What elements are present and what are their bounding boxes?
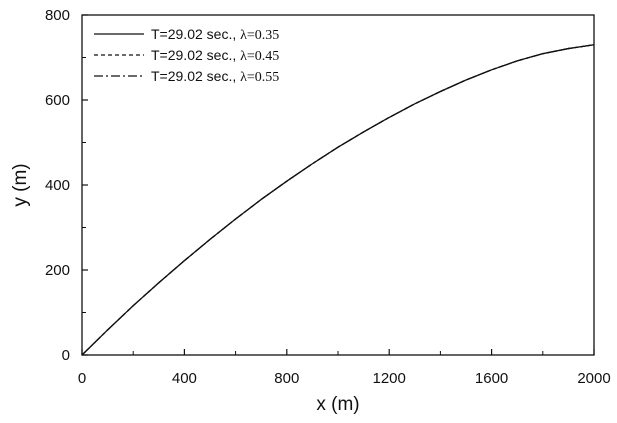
ticks-layer: 0 400 800 1200 1600 2000 0 200 400 600 800 (45, 7, 611, 387)
x-tick-label: 1600 (475, 370, 508, 387)
legend-label-param: λ=0.35 (240, 28, 279, 43)
y-tick-label: 400 (45, 177, 70, 194)
series-layer (81, 44, 595, 356)
legend-label-main: T=29.02 sec., (151, 47, 240, 63)
legend-label-2: T=29.02 sec., λ=0.45 (151, 47, 279, 64)
x-tick-label: 0 (78, 370, 86, 387)
x-axis-title: x (m) (316, 394, 359, 415)
legend-label-main: T=29.02 sec., (151, 26, 240, 42)
y-tick-label: 800 (45, 7, 70, 24)
y-tick-label: 200 (45, 262, 70, 279)
legend-label-param: λ=0.45 (240, 49, 279, 64)
legend-label-3: T=29.02 sec., λ=0.55 (151, 68, 279, 85)
plot-frame (81, 14, 595, 356)
x-tick-label: 800 (274, 370, 299, 387)
y-axis-title: y (m) (10, 163, 31, 206)
legend-label-param: λ=0.55 (240, 70, 279, 85)
x-tick-label: 1200 (373, 370, 406, 387)
series-line-2 (81, 44, 595, 356)
series-line-1 (81, 44, 595, 356)
legend-label-main: T=29.02 sec., (151, 68, 240, 84)
x-tick-label: 2000 (577, 370, 610, 387)
legend-label-1: T=29.02 sec., λ=0.35 (151, 26, 279, 43)
y-tick-label: 0 (62, 347, 70, 364)
x-tick-label: 400 (172, 370, 197, 387)
legend: T=29.02 sec., λ=0.35T=29.02 sec., λ=0.45… (94, 26, 279, 85)
series-line-3 (81, 44, 595, 356)
y-tick-label: 600 (45, 92, 70, 109)
